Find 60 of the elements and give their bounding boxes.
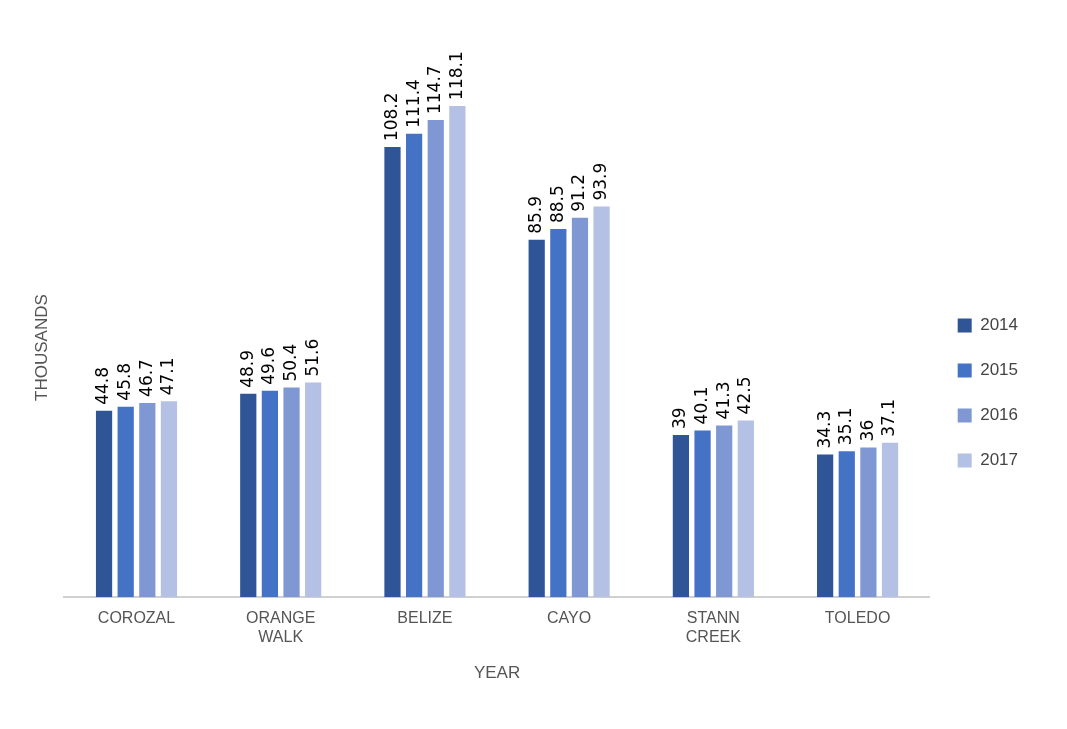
data-label: 35.1 [835, 407, 856, 446]
x-tick-label: CAYO [547, 609, 592, 627]
data-label: 111.4 [402, 79, 423, 128]
data-label: 41.3 [712, 381, 733, 420]
bar [817, 454, 834, 598]
bar [95, 410, 113, 598]
data-label: 49.6 [258, 347, 279, 385]
x-tick-label: TOLEDO [824, 609, 891, 627]
data-label: 50.4 [279, 343, 300, 382]
bar [406, 133, 423, 598]
data-label: 37.1 [878, 399, 899, 437]
data-label: 40.1 [690, 386, 711, 425]
bar [240, 393, 257, 598]
bar [593, 206, 610, 598]
data-label: 88.5 [546, 185, 567, 224]
data-label: 108.2 [380, 92, 401, 142]
bar [384, 147, 401, 598]
data-label: 42.5 [734, 376, 755, 415]
bar [117, 406, 134, 598]
data-label: 46.7 [135, 359, 156, 397]
data-label: 85.9 [525, 196, 546, 234]
bar [860, 447, 877, 598]
x-tick-label: STANN CREEK [685, 609, 742, 646]
legend-label: 2016 [980, 405, 1019, 425]
data-label: 39 [669, 407, 690, 429]
data-label: 114.7 [424, 65, 445, 115]
data-label: 51.6 [301, 338, 322, 377]
data-label: 34.3 [813, 410, 834, 449]
bar [571, 217, 589, 598]
bar [305, 382, 322, 598]
bar [427, 120, 444, 598]
bar [694, 430, 711, 598]
data-label: 36 [856, 419, 877, 442]
y-axis-title: THOUSANDS [31, 294, 51, 401]
bar [716, 425, 733, 598]
data-label: 48.9 [236, 349, 257, 388]
data-label: 47.1 [157, 357, 178, 396]
bar [672, 434, 690, 598]
bar [737, 420, 754, 598]
x-tick-label: ORANGE WALK [246, 609, 316, 646]
bar [881, 442, 899, 598]
legend-label: 2015 [980, 360, 1019, 380]
bar [283, 387, 300, 598]
legend-label: 2017 [980, 450, 1019, 470]
bar [139, 402, 156, 598]
bar [838, 451, 855, 598]
x-axis-title: YEAR [473, 663, 521, 683]
x-tick-label: COROZAL [97, 609, 176, 627]
bar [550, 229, 567, 598]
bar [160, 401, 178, 598]
data-label: 91.2 [568, 173, 589, 212]
data-label: 93.9 [590, 162, 611, 201]
bar [261, 390, 279, 598]
x-tick-label: BELIZE [397, 609, 453, 627]
bar [449, 105, 466, 598]
bar [528, 239, 545, 598]
data-label: 44.8 [92, 366, 113, 405]
data-label: 118.1 [445, 51, 466, 100]
legend-label: 2014 [980, 315, 1019, 335]
data-label: 45.8 [114, 362, 135, 401]
